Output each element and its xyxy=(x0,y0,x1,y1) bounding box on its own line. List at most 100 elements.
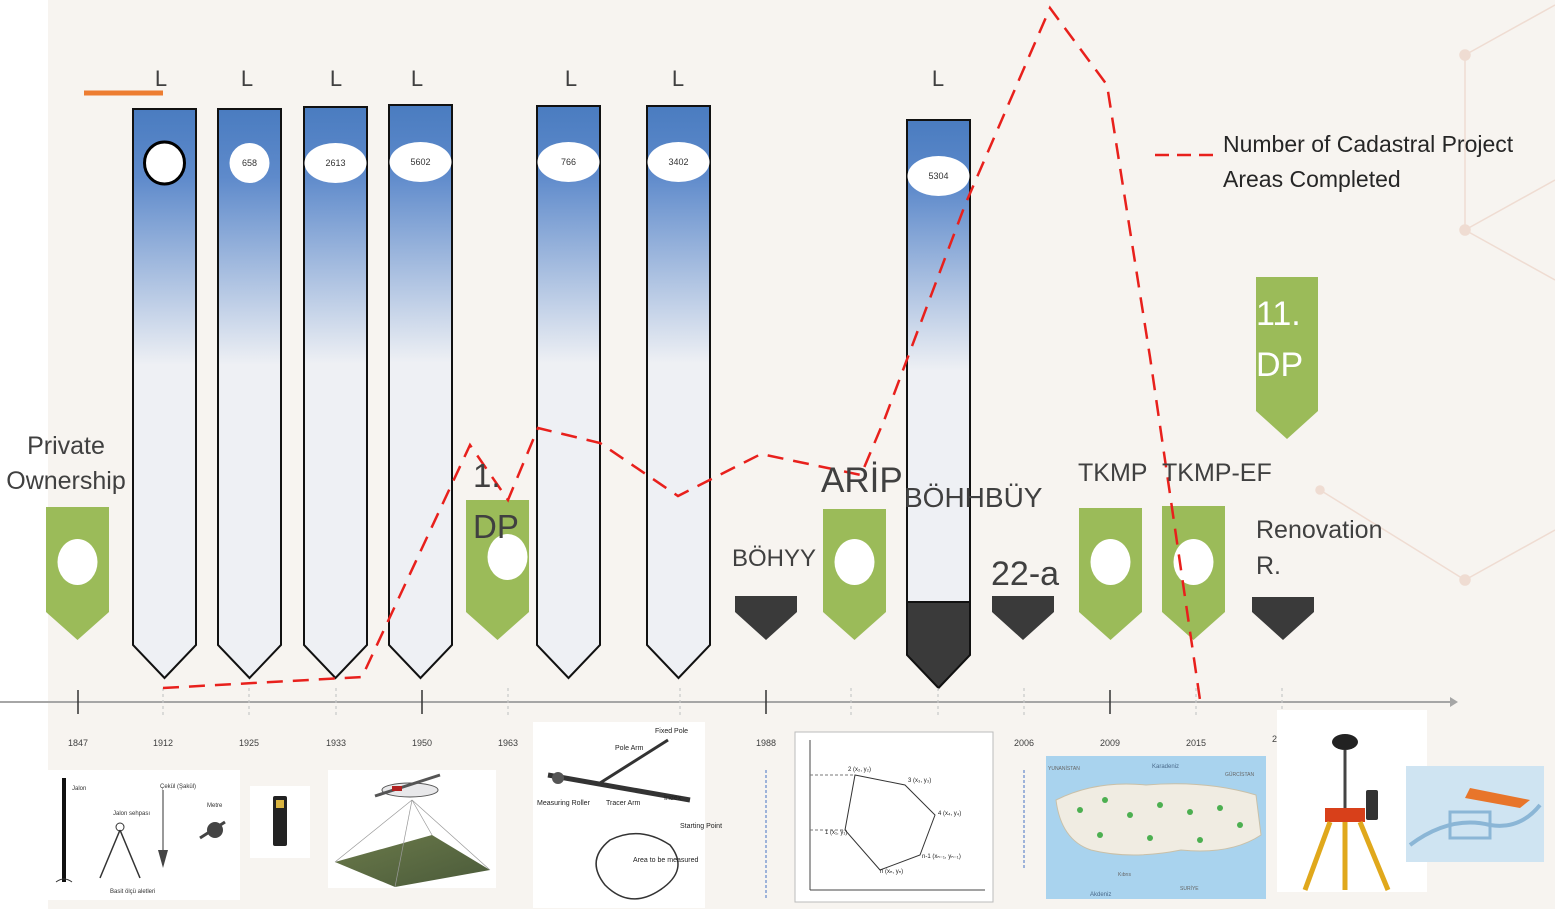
pillar-letter: L xyxy=(411,66,423,91)
pillar-body xyxy=(217,108,282,680)
pillar-body xyxy=(536,105,601,680)
turkey-map-image: Karadeniz GÜRCİSTAN YUNANİSTAN SURİYE Kı… xyxy=(1046,756,1266,899)
coord-p2: 2 (x₂, y₂) xyxy=(848,767,871,773)
dark-marker xyxy=(735,596,797,640)
decorative-network xyxy=(1315,4,1555,586)
legend: Number of Cadastral Project Areas Comple… xyxy=(1155,131,1514,192)
pillar-letter: L xyxy=(565,66,577,91)
timeline-year: 1912 xyxy=(153,738,173,748)
private-ownership-label-1: Private xyxy=(27,432,105,460)
marker-1 xyxy=(46,507,109,640)
marker-4 xyxy=(823,509,886,640)
first-dp-label-2: DP xyxy=(473,508,519,545)
pillar-body xyxy=(132,108,197,680)
map-black-sea: Karadeniz xyxy=(1152,764,1179,770)
marker-circle xyxy=(487,534,528,580)
coord-pn1: n-1 (xₙ₋₁, yₙ₋₁) xyxy=(922,854,961,860)
planimeter-image: Fixed Pole Pole Arm Index Measuring Roll… xyxy=(533,722,722,908)
marker-3 xyxy=(735,596,797,640)
pillar-count: 5304 xyxy=(928,171,948,181)
coord-p1: 1 (x₁, y₁) xyxy=(825,830,847,836)
map-cyprus: Kıbrıs xyxy=(1118,872,1132,878)
tool-label-jalon-sehpasi: Jalon sehpası xyxy=(113,811,150,817)
pillar-count: 3402 xyxy=(668,157,688,167)
map-syria: SURİYE xyxy=(1180,885,1199,892)
pillar-body xyxy=(388,104,453,680)
coord-p3: 3 (x₃, y₃) xyxy=(908,778,931,784)
pillar-count-oval xyxy=(143,140,186,186)
markers xyxy=(46,277,1318,640)
tkmp-ef-label: TKMP-EF xyxy=(1162,459,1272,487)
22a-label: 22-a xyxy=(991,555,1059,593)
marker-2 xyxy=(466,500,529,640)
marker-10 xyxy=(1256,277,1318,439)
planimeter-tracer-arm: Tracer Arm xyxy=(606,800,641,807)
pillar-5: L 766 xyxy=(536,66,601,680)
coord-pn: n (xₙ, yₙ) xyxy=(880,869,903,875)
map-mediterranean: Akdeniz xyxy=(1090,892,1111,898)
pillar-1: L xyxy=(132,66,197,680)
cadastral-dashed-line xyxy=(162,5,1202,701)
timeline-year: 2015 xyxy=(1186,738,1206,748)
planimeter-index: Index xyxy=(664,795,682,802)
device-image xyxy=(250,786,310,858)
renovation-label-2: R. xyxy=(1256,552,1281,580)
pillar-body xyxy=(303,106,368,680)
pillar-count: 2613 xyxy=(325,158,345,168)
timeline-year: 2006 xyxy=(1014,738,1034,748)
eleventh-dp-label-2: DP xyxy=(1256,346,1303,384)
pillar-letter: L xyxy=(155,66,167,91)
pillar-count-oval xyxy=(229,143,270,183)
timeline-axis xyxy=(0,697,1458,707)
coordinate-polygon-image: 2 (x₂, y₂) 3 (x₃, y₃) 4 (x₄, y₄) 1 (x₁, … xyxy=(794,731,994,903)
pillars: L L 658 L 2613 L 5602 L 766 L 3402 L 5304 xyxy=(132,66,971,690)
timeline-year: 1950 xyxy=(412,738,432,748)
pillar-count: 658 xyxy=(242,158,257,168)
marker-6 xyxy=(992,596,1054,640)
arip-label: ARİP xyxy=(821,461,903,500)
coord-p4: 4 (x₄, y₄) xyxy=(938,811,961,817)
marker-9 xyxy=(1252,597,1314,640)
pillar-count-oval xyxy=(647,142,710,182)
tool-label-metre: Metre xyxy=(207,803,223,809)
map-greece: YUNANİSTAN xyxy=(1048,765,1080,772)
green-marker xyxy=(1256,277,1318,439)
marker-labels: Private Ownership 1. DP BÖHYY ARİP BÖHHB… xyxy=(6,295,1382,593)
bohyy-label: BÖHYY xyxy=(732,545,816,572)
timeline-year: 1963 xyxy=(498,738,518,748)
timeline-year: 1925 xyxy=(239,738,259,748)
pillar-count-oval xyxy=(537,142,600,182)
pillar-4: L 5602 xyxy=(388,66,453,680)
marker-7 xyxy=(1079,508,1142,640)
marker-circle xyxy=(1173,539,1214,585)
pillar-3: L 2613 xyxy=(303,66,368,680)
marker-circle xyxy=(1090,539,1131,585)
legend-label-line2: Areas Completed xyxy=(1223,166,1401,192)
planimeter-fixed-pole: Fixed Pole xyxy=(655,728,688,735)
first-dp-label-1: 1. xyxy=(473,457,501,494)
pillar-6: L 3402 xyxy=(646,66,711,680)
gnss-tripod-image xyxy=(1277,710,1427,892)
planimeter-measuring-roller: Measuring Roller xyxy=(537,800,591,807)
pillar-count: 766 xyxy=(561,157,576,167)
tkmp-label: TKMP xyxy=(1078,459,1147,487)
renovation-label-1: Renovation xyxy=(1256,516,1382,544)
pillar-body xyxy=(646,105,711,680)
pillar-2: L 658 xyxy=(217,66,282,680)
drone-city-image xyxy=(1406,766,1544,862)
dark-marker xyxy=(992,596,1054,640)
pillar-letter: L xyxy=(672,66,684,91)
pillar-body xyxy=(906,119,971,680)
pillar-letter: L xyxy=(932,66,944,91)
bohhbuy-label: BÖHHBÜY xyxy=(904,482,1043,513)
survey-tools-image: Jalon Jalon sehpası Çekül (Şakül) Metre … xyxy=(48,770,240,900)
tool-label-jalon: Jalon xyxy=(72,786,86,792)
pillar-letter: L xyxy=(241,66,253,91)
marker-circle xyxy=(57,539,98,585)
timeline-year: 1847 xyxy=(68,738,88,748)
marker-circle xyxy=(834,539,875,585)
map-georgia: GÜRCİSTAN xyxy=(1225,771,1254,778)
pillar-count-oval xyxy=(304,143,367,183)
legend-label-line1: Number of Cadastral Project xyxy=(1223,131,1514,157)
